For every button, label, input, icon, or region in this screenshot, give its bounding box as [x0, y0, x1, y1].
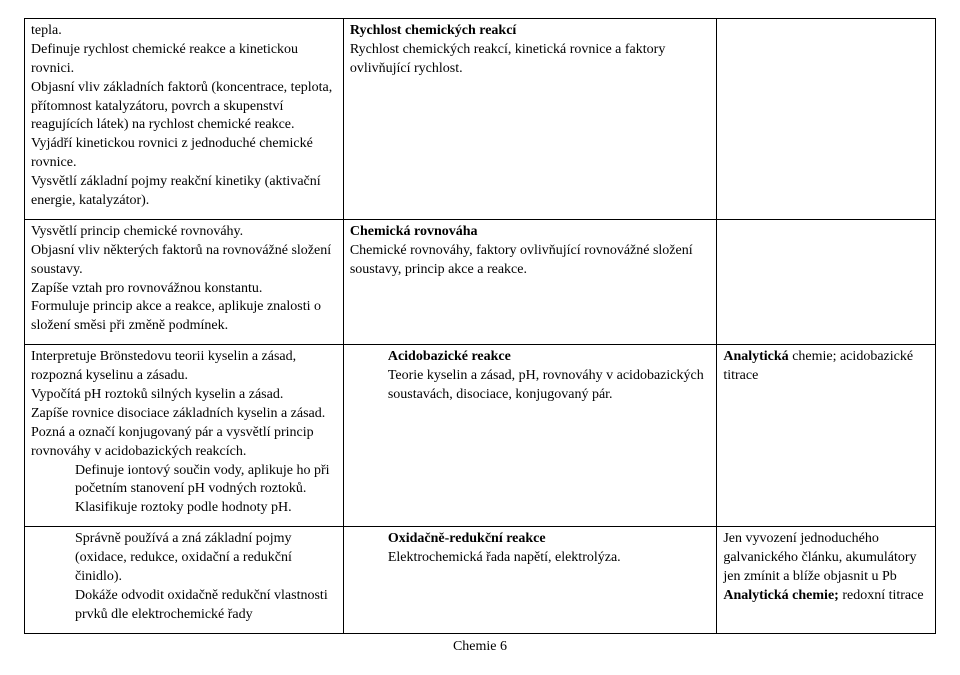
outcome-line: Definuje rychlost chemické reakce a kine… — [31, 41, 337, 79]
topic-title: Oxidačně-redukční reakce — [388, 530, 711, 549]
note-text: Jen vyvození jednoduchého galvanického č… — [723, 530, 929, 587]
topic-title: Acidobazické reakce — [388, 348, 711, 367]
cell-outcomes: Správně používá a zná základní pojmy (ox… — [25, 527, 344, 633]
table-row: Vysvětlí princip chemické rovnováhy. Obj… — [25, 219, 936, 344]
outcome-line: tepla. — [31, 22, 337, 41]
outcome-line-indent: Definuje iontový součin vody, aplikuje h… — [31, 462, 337, 500]
outcome-line: Vysvětlí princip chemické rovnováhy. — [31, 223, 337, 242]
topic-body: Elektrochemická řada napětí, elektrolýza… — [388, 549, 711, 568]
cell-topic: Rychlost chemických reakcí Rychlost chem… — [343, 19, 717, 220]
outcome-line: Objasní vliv některých faktorů na rovnov… — [31, 242, 337, 280]
outcome-line: Vysvětlí základní pojmy reakční kinetiky… — [31, 173, 337, 211]
topic-title: Rychlost chemických reakcí — [350, 22, 711, 41]
note-bold: Analytická — [723, 349, 788, 364]
cell-outcomes: Vysvětlí princip chemické rovnováhy. Obj… — [25, 219, 344, 344]
outcome-line: Interpretuje Brönstedovu teorii kyselin … — [31, 348, 337, 386]
note-text: redoxní titrace — [839, 588, 924, 603]
outcome-line: Vypočítá pH roztoků silných kyselin a zá… — [31, 386, 337, 405]
cell-notes: Analytická chemie; acidobazické titrace — [717, 345, 936, 527]
cell-topic: Oxidačně-redukční reakce Elektrochemická… — [343, 527, 717, 633]
topic-body: Teorie kyselin a zásad, pH, rovnováhy v … — [388, 367, 711, 405]
outcome-line: Objasní vliv základních faktorů (koncent… — [31, 79, 337, 136]
table-row: Interpretuje Brönstedovu teorii kyselin … — [25, 345, 936, 527]
outcome-line: Vyjádří kinetickou rovnici z jednoduché … — [31, 135, 337, 173]
page-footer: Chemie 6 — [24, 638, 936, 657]
outcome-line: Zapíše rovnice disociace základních kyse… — [31, 405, 337, 424]
outcome-line: Zapíše vztah pro rovnovážnou konstantu. — [31, 280, 337, 299]
cell-notes: Jen vyvození jednoduchého galvanického č… — [717, 527, 936, 633]
cell-outcomes: Interpretuje Brönstedovu teorii kyselin … — [25, 345, 344, 527]
outcome-line-indent: Klasifikuje roztoky podle hodnoty pH. — [31, 499, 337, 518]
table-row: tepla. Definuje rychlost chemické reakce… — [25, 19, 936, 220]
outcome-line-indent: Dokáže odvodit oxidačně redukční vlastno… — [31, 587, 337, 625]
note-bold: Analytická chemie; — [723, 588, 838, 603]
cell-outcomes: tepla. Definuje rychlost chemické reakce… — [25, 19, 344, 220]
cell-notes — [717, 219, 936, 344]
topic-body: Chemické rovnováhy, faktory ovlivňující … — [350, 242, 711, 280]
cell-topic: Acidobazické reakce Teorie kyselin a zás… — [343, 345, 717, 527]
cell-topic: Chemická rovnováha Chemické rovnováhy, f… — [343, 219, 717, 344]
outcome-line-indent: Správně používá a zná základní pojmy (ox… — [31, 530, 337, 587]
outcome-line: Formuluje princip akce a reakce, aplikuj… — [31, 298, 337, 336]
curriculum-table: tepla. Definuje rychlost chemické reakce… — [24, 18, 936, 634]
outcome-line: Pozná a označí konjugovaný pár a vysvětl… — [31, 424, 337, 462]
topic-body: Rychlost chemických reakcí, kinetická ro… — [350, 41, 711, 79]
table-row: Správně používá a zná základní pojmy (ox… — [25, 527, 936, 633]
cell-notes — [717, 19, 936, 220]
topic-title: Chemická rovnováha — [350, 223, 711, 242]
